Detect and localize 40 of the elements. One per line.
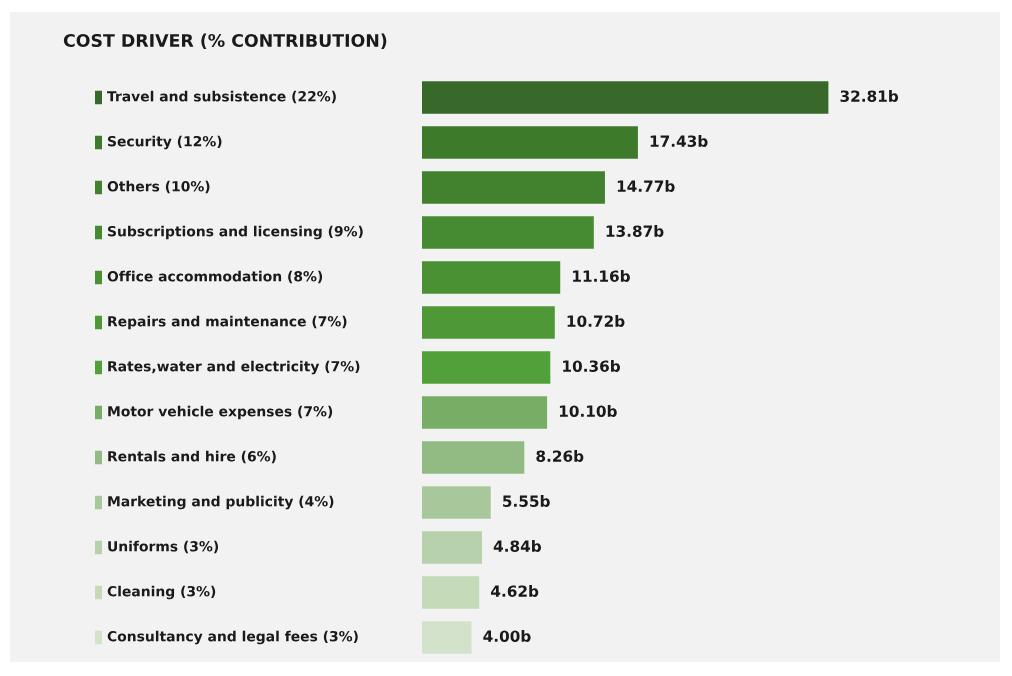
bar — [422, 171, 605, 204]
data-label: 4.84b — [493, 540, 542, 552]
data-label: 11.16b — [573, 270, 630, 282]
data-label: 32.81b — [840, 90, 899, 102]
y-tick-label: Others (10%) — [107, 180, 210, 194]
bar — [422, 351, 551, 384]
data-label: 5.55b — [503, 495, 550, 507]
data-label: 13.87b — [606, 225, 664, 237]
y-tick-label: Rates,water and electricity (7%) — [108, 360, 360, 375]
bar — [422, 486, 491, 519]
bar — [422, 396, 548, 429]
data-label: 4.00b — [483, 630, 531, 642]
y-tick-label: Subscriptions and licensing (9%) — [108, 225, 363, 240]
data-label: 4.62b — [491, 585, 539, 597]
y-tick-label: Rentals and hire (6%) — [108, 450, 276, 464]
y-tick-label: Marketing and publicity (4%) — [108, 495, 334, 510]
bar — [422, 576, 480, 609]
y-tick-label: Uniforms (3%) — [108, 540, 219, 554]
text: COST DRIVER (% CONTRIBUTION) — [63, 33, 387, 50]
bar — [422, 621, 472, 654]
data-label: 17.43b — [650, 135, 708, 147]
y-tick-label: Travel and subsistence (22%) — [107, 90, 336, 104]
data-label: 10.72b — [567, 315, 625, 327]
bar — [422, 531, 482, 564]
y-tick-label: Consultancy and legal fees (3%) — [107, 630, 358, 645]
y-tick-label: Motor vehicle expenses (7%) — [108, 405, 333, 420]
data-label: 10.10b — [559, 405, 617, 417]
y-tick-label: Cleaning (3%) — [107, 585, 216, 600]
bar — [422, 261, 561, 294]
bar — [422, 216, 594, 249]
bar — [422, 126, 638, 159]
y-tick-label: Security (12%) — [108, 135, 222, 150]
bar — [422, 81, 829, 114]
data-label: 14.77b — [617, 180, 675, 192]
y-tick-label: Repairs and maintenance (7%) — [108, 315, 347, 330]
data-label: 10.36b — [563, 360, 621, 372]
bar — [422, 306, 555, 339]
bar — [422, 441, 525, 474]
y-tick-label: Office accommodation (8%) — [107, 270, 323, 284]
data-label: 8.26b — [536, 450, 584, 462]
